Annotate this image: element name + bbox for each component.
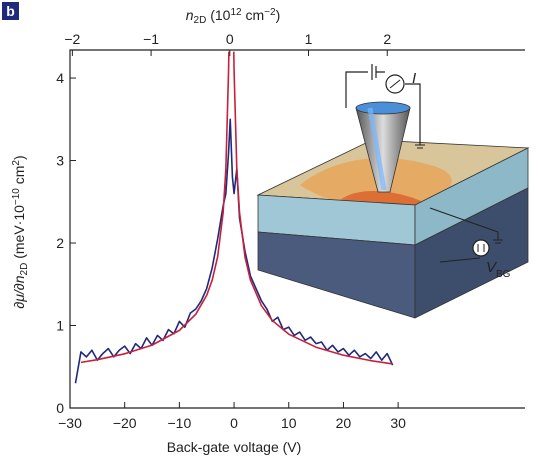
inset-gate-label-v: V	[486, 259, 498, 276]
panel-badge	[2, 2, 19, 20]
inset-gate-label: VBG	[486, 259, 511, 280]
x2-label-part: )	[276, 7, 281, 23]
y-axis-label: ∂μ/∂n2D (meV·10−10 cm2)	[11, 155, 30, 308]
x2-label-part: cm	[242, 7, 265, 23]
y-tick-label: 1	[56, 318, 64, 334]
x2-tick-label: 1	[305, 31, 313, 47]
y-label-part: cm	[11, 166, 27, 189]
x2-label-part: 12	[230, 7, 242, 18]
x2-tick-label: 0	[226, 31, 234, 47]
x-tick-label: 20	[336, 415, 352, 431]
y-label-part: 2	[11, 160, 22, 166]
plot-frame	[69, 49, 525, 409]
x-tick-label: −20	[113, 415, 137, 431]
x2-tick-label: 2	[383, 31, 391, 47]
data-line	[80, 51, 393, 365]
inset-schematic: I VBG	[256, 64, 530, 319]
y-tick-label: 3	[56, 153, 64, 169]
panel-label: b	[6, 3, 15, 19]
y-tick-label: 4	[56, 70, 64, 86]
x2-axis-label: n2D (1012 cm−2)	[186, 7, 280, 26]
x-tick-label: 30	[390, 415, 406, 431]
y-label-part: n	[11, 275, 27, 283]
x2-label-part: 2D	[194, 15, 207, 26]
plot-area	[74, 51, 394, 384]
inset-current-label: I	[412, 70, 416, 87]
x-tick-label: −10	[168, 415, 192, 431]
x2-label-part: −2	[264, 7, 276, 18]
x-tick-label: 10	[281, 415, 297, 431]
x2-label-part: (10	[206, 7, 230, 23]
y-label-part: −10	[11, 188, 22, 205]
y-tick-label: 2	[56, 235, 64, 251]
y-label-part: (meV·10	[11, 205, 27, 263]
y-label-part: 2D	[19, 263, 30, 276]
x2-label-part: n	[186, 7, 194, 23]
x-tick-label: 0	[230, 415, 238, 431]
x-tick-label: −30	[58, 415, 82, 431]
inset-gate-label-sub: BG	[496, 269, 511, 280]
data-line	[74, 118, 394, 384]
y-tick-label: 0	[56, 400, 64, 416]
y-label-part: ∂μ/∂	[11, 283, 27, 308]
x2-tick-label: −2	[64, 31, 80, 47]
x-axis-label: Back-gate voltage (V)	[167, 439, 302, 455]
x2-tick-label: −1	[143, 31, 159, 47]
y-label-part: )	[11, 155, 27, 160]
